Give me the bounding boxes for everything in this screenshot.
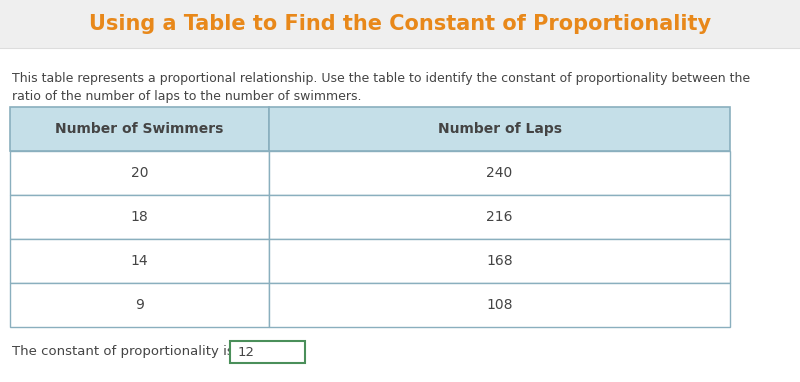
Bar bbox=[269, 283, 730, 327]
Text: Number of Laps: Number of Laps bbox=[438, 122, 562, 136]
Text: 20: 20 bbox=[131, 166, 148, 180]
Bar bbox=[269, 107, 730, 151]
Bar bbox=[10, 107, 269, 151]
Bar bbox=[230, 341, 305, 363]
Bar bbox=[269, 151, 730, 195]
Bar bbox=[269, 239, 730, 283]
Bar bbox=[10, 283, 269, 327]
Bar bbox=[10, 151, 269, 195]
Text: This table represents a proportional relationship. Use the table to identify the: This table represents a proportional rel… bbox=[12, 72, 750, 85]
Bar bbox=[0, 0, 800, 48]
Text: 216: 216 bbox=[486, 210, 513, 224]
Text: 14: 14 bbox=[130, 254, 149, 268]
Text: Number of Swimmers: Number of Swimmers bbox=[55, 122, 224, 136]
Bar bbox=[10, 239, 269, 283]
Text: 18: 18 bbox=[130, 210, 149, 224]
Text: ratio of the number of laps to the number of swimmers.: ratio of the number of laps to the numbe… bbox=[12, 90, 362, 103]
Text: 168: 168 bbox=[486, 254, 513, 268]
Bar bbox=[269, 195, 730, 239]
Bar bbox=[10, 195, 269, 239]
Text: 12: 12 bbox=[238, 345, 255, 358]
Text: 108: 108 bbox=[486, 298, 513, 312]
Text: 9: 9 bbox=[135, 298, 144, 312]
Text: The constant of proportionality is: The constant of proportionality is bbox=[12, 345, 234, 358]
Text: Using a Table to Find the Constant of Proportionality: Using a Table to Find the Constant of Pr… bbox=[89, 14, 711, 34]
Text: 240: 240 bbox=[486, 166, 513, 180]
